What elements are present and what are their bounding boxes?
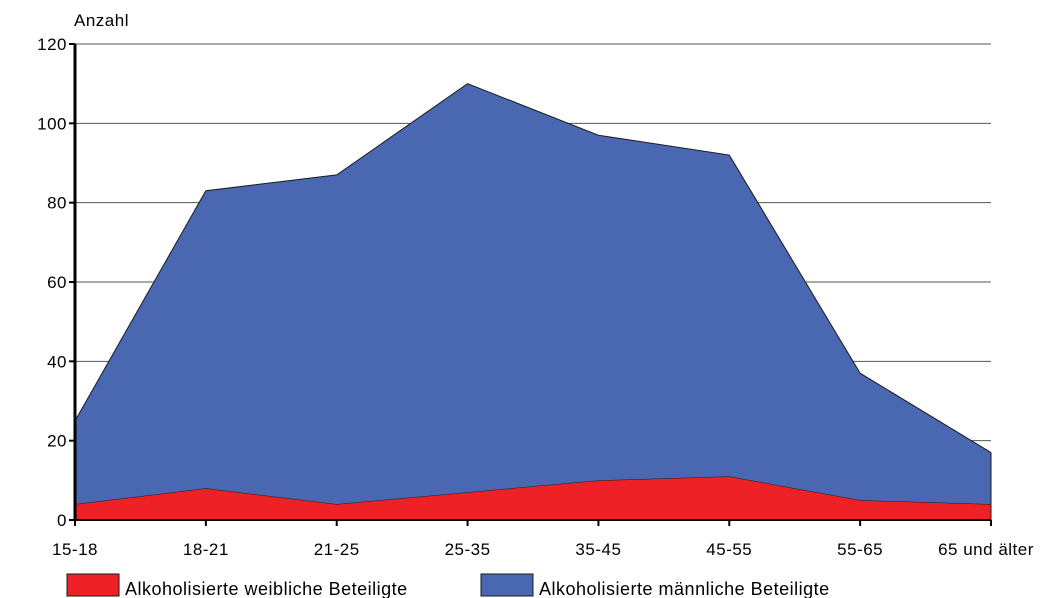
series-line-male	[74, 83, 992, 453]
x-tick-label: 25-35	[445, 540, 491, 559]
x-tick-label: 45-55	[706, 540, 752, 559]
area-series	[74, 83, 992, 520]
y-tick-label: 0	[57, 511, 67, 530]
x-tick-labels: 15-18 18-21 21-25 25-35 35-45 45-55 55-65 65 un…	[52, 540, 1034, 559]
x-tick-label: 55-65	[837, 540, 883, 559]
x-tick-label: 35-45	[575, 540, 621, 559]
y-tick-label: 20	[47, 432, 67, 451]
y-tick-label: 120	[37, 35, 67, 54]
x-tick-label: 65 und älter	[938, 540, 1034, 559]
area-male	[75, 83, 991, 505]
x-tick-label: 21-25	[314, 540, 360, 559]
y-tick-labels: 0 20 40 60 80 100 120	[37, 35, 67, 530]
legend: Alkoholisierte weibliche Beteiligte Alkoh…	[66, 573, 830, 598]
area-female	[75, 476, 991, 520]
y-axis-title: Anzahl	[74, 11, 129, 30]
axes	[69, 43, 992, 526]
legend-label-female: Alkoholisierte weibliche Beteiligte	[125, 579, 408, 598]
y-tick-label: 40	[47, 352, 67, 371]
x-tick-label: 15-18	[52, 540, 98, 559]
legend-swatch-male	[480, 573, 534, 597]
y-tick-label: 100	[37, 114, 67, 133]
y-tick-label: 80	[47, 194, 67, 213]
legend-label-male: Alkoholisierte männliche Beteiligte	[539, 579, 830, 598]
y-tick-label: 60	[47, 273, 67, 292]
legend-swatch-female	[66, 573, 120, 597]
x-tick-label: 18-21	[183, 540, 229, 559]
